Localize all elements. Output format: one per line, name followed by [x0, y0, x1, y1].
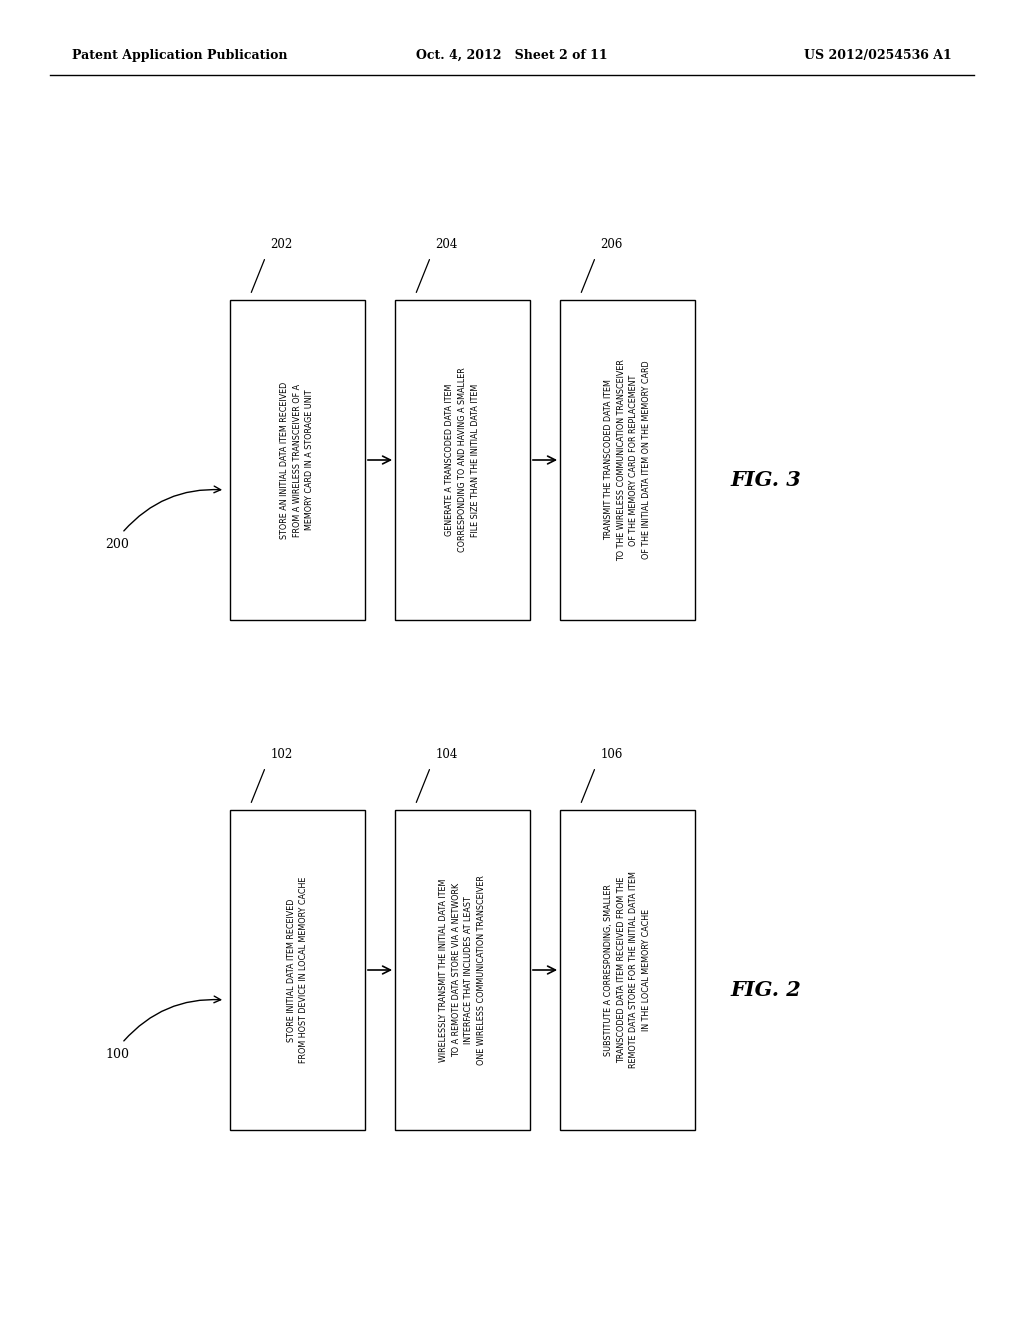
- Text: WIRELESSLY TRANSMIT THE INITIAL DATA ITEM
TO A REMOTE DATA STORE VIA A NETWORK
I: WIRELESSLY TRANSMIT THE INITIAL DATA ITE…: [439, 875, 485, 1065]
- Text: 104: 104: [435, 748, 458, 762]
- Text: 200: 200: [105, 539, 129, 552]
- Text: STORE INITIAL DATA ITEM RECEIVED
FROM HOST DEVICE IN LOCAL MEMORY CACHE: STORE INITIAL DATA ITEM RECEIVED FROM HO…: [287, 876, 308, 1063]
- Text: 202: 202: [270, 239, 293, 252]
- Bar: [230, 810, 365, 1130]
- Text: Oct. 4, 2012   Sheet 2 of 11: Oct. 4, 2012 Sheet 2 of 11: [416, 49, 608, 62]
- Bar: [395, 300, 530, 620]
- Text: GENERATE A TRANSCODED DATA ITEM
CORRESPONDING TO AND HAVING A SMALLER
FILE SIZE : GENERATE A TRANSCODED DATA ITEM CORRESPO…: [445, 368, 479, 552]
- Text: US 2012/0254536 A1: US 2012/0254536 A1: [804, 49, 952, 62]
- Bar: [230, 300, 365, 620]
- Text: TRANSMIT THE TRANSCODED DATA ITEM
TO THE WIRELESS COMMUNICATION TRANSCEIVER
OF T: TRANSMIT THE TRANSCODED DATA ITEM TO THE…: [604, 359, 650, 561]
- Bar: [560, 810, 695, 1130]
- Text: 100: 100: [105, 1048, 129, 1061]
- Text: SUBSTITUTE A CORRESPONDING, SMALLER
TRANSCODED DATA ITEM RECEIVED FROM THE
REMOT: SUBSTITUTE A CORRESPONDING, SMALLER TRAN…: [604, 871, 650, 1068]
- Text: 106: 106: [600, 748, 623, 762]
- Bar: [560, 300, 695, 620]
- Text: FIG. 2: FIG. 2: [730, 979, 801, 1001]
- Text: Patent Application Publication: Patent Application Publication: [72, 49, 288, 62]
- Bar: [395, 810, 530, 1130]
- Text: STORE AN INITIAL DATA ITEM RECEIVED
FROM A WIRELESS TRANSCEIVER OF A
MEMORY CARD: STORE AN INITIAL DATA ITEM RECEIVED FROM…: [281, 381, 314, 539]
- Text: FIG. 3: FIG. 3: [730, 470, 801, 490]
- Text: 204: 204: [435, 239, 458, 252]
- Text: 102: 102: [270, 748, 293, 762]
- Text: 206: 206: [600, 239, 623, 252]
